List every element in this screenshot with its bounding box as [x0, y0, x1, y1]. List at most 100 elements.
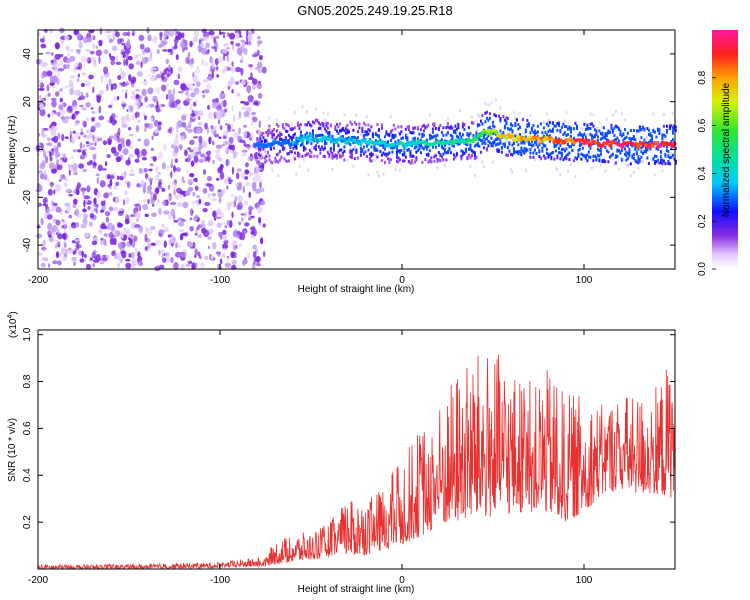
band-speckle	[380, 159, 383, 163]
noise-speckle	[92, 43, 96, 50]
noise-speckle	[147, 56, 153, 62]
band-speckle	[385, 132, 388, 136]
noise-speckle	[87, 206, 91, 210]
noise-speckle	[79, 95, 86, 100]
noise-speckle	[86, 129, 90, 134]
band-speckle	[383, 147, 386, 151]
band-speckle	[298, 124, 301, 127]
noise-speckle	[181, 115, 187, 121]
band-speckle	[347, 130, 350, 134]
band-speckle	[623, 152, 626, 156]
noise-speckle	[98, 105, 102, 114]
ridge-mark	[294, 141, 299, 146]
band-speckle	[523, 139, 526, 143]
noise-speckle	[91, 240, 98, 246]
noise-speckle	[158, 178, 163, 186]
noise-speckle	[115, 156, 122, 163]
noise-speckle	[92, 161, 97, 169]
noise-speckle	[117, 75, 122, 80]
noise-speckle	[146, 123, 153, 130]
noise-speckle	[83, 213, 89, 219]
noise-speckle	[51, 125, 56, 134]
ridge-mark	[382, 140, 387, 145]
noise-speckle	[224, 65, 229, 73]
band-speckle	[346, 131, 349, 135]
band-speckle	[346, 123, 349, 127]
noise-speckle	[204, 61, 208, 68]
noise-speckle	[193, 101, 197, 107]
band-speckle	[346, 128, 349, 132]
noise-speckle	[206, 157, 210, 161]
band-speckle	[301, 142, 304, 146]
band-speckle	[314, 147, 317, 151]
band-speckle	[541, 149, 544, 153]
noise-speckle	[207, 236, 212, 240]
band-speckle	[349, 149, 352, 153]
noise-speckle	[185, 56, 190, 64]
noise-speckle	[216, 177, 220, 181]
noise-speckle	[45, 51, 51, 55]
halo-speckle	[599, 163, 602, 167]
band-speckle	[485, 110, 488, 114]
noise-speckle	[160, 84, 167, 92]
band-speckle	[454, 155, 457, 159]
band-speckle	[268, 158, 271, 162]
band-speckle	[266, 151, 269, 155]
band-speckle	[328, 133, 331, 137]
noise-speckle	[141, 80, 147, 84]
halo-speckle	[533, 158, 536, 162]
halo-speckle	[305, 110, 308, 114]
band-speckle	[283, 157, 286, 161]
band-speckle	[446, 151, 449, 154]
band-speckle	[418, 147, 421, 151]
band-speckle	[355, 151, 358, 154]
band-speckle	[413, 136, 416, 140]
halo-speckle	[397, 130, 400, 134]
band-speckle	[395, 159, 398, 163]
noise-speckle	[242, 130, 248, 139]
band-speckle	[467, 147, 470, 151]
halo-speckle	[455, 121, 458, 125]
band-speckle	[368, 156, 371, 160]
band-speckle	[599, 146, 602, 150]
band-speckle	[275, 123, 278, 126]
band-speckle	[548, 120, 551, 124]
band-speckle	[256, 138, 259, 142]
band-speckle	[544, 144, 547, 148]
band-speckle	[545, 151, 548, 155]
noise-speckle	[182, 180, 186, 184]
noise-speckle	[163, 29, 170, 37]
noise-speckle	[109, 135, 114, 139]
noise-speckle	[221, 69, 226, 74]
noise-speckle	[249, 226, 256, 231]
noise-speckle	[236, 230, 241, 235]
band-speckle	[556, 154, 559, 158]
halo-speckle	[653, 173, 656, 177]
band-speckle	[383, 152, 386, 156]
noise-speckle	[79, 104, 84, 108]
ridge-mark	[338, 136, 343, 141]
noise-speckle	[137, 120, 141, 123]
noise-speckle	[207, 220, 214, 227]
band-speckle	[304, 147, 307, 151]
band-speckle	[350, 152, 353, 156]
halo-speckle	[622, 158, 625, 162]
band-speckle	[659, 160, 662, 164]
noise-speckle	[197, 121, 203, 126]
ridge-mark	[670, 144, 675, 149]
noise-speckle	[216, 148, 220, 154]
band-speckle	[610, 154, 613, 158]
noise-speckle	[231, 122, 234, 131]
band-speckle	[320, 133, 323, 137]
band-speckle	[625, 135, 628, 139]
band-speckle	[416, 149, 419, 153]
noise-speckle	[100, 75, 104, 83]
noise-speckle	[92, 60, 97, 68]
band-speckle	[421, 161, 424, 164]
band-speckle	[586, 153, 589, 157]
band-speckle	[497, 150, 500, 153]
band-speckle	[469, 132, 472, 136]
noise-speckle	[125, 139, 131, 147]
band-speckle	[451, 135, 454, 138]
spectrogram-x-ticks: -200 -100 0 100	[28, 30, 593, 286]
